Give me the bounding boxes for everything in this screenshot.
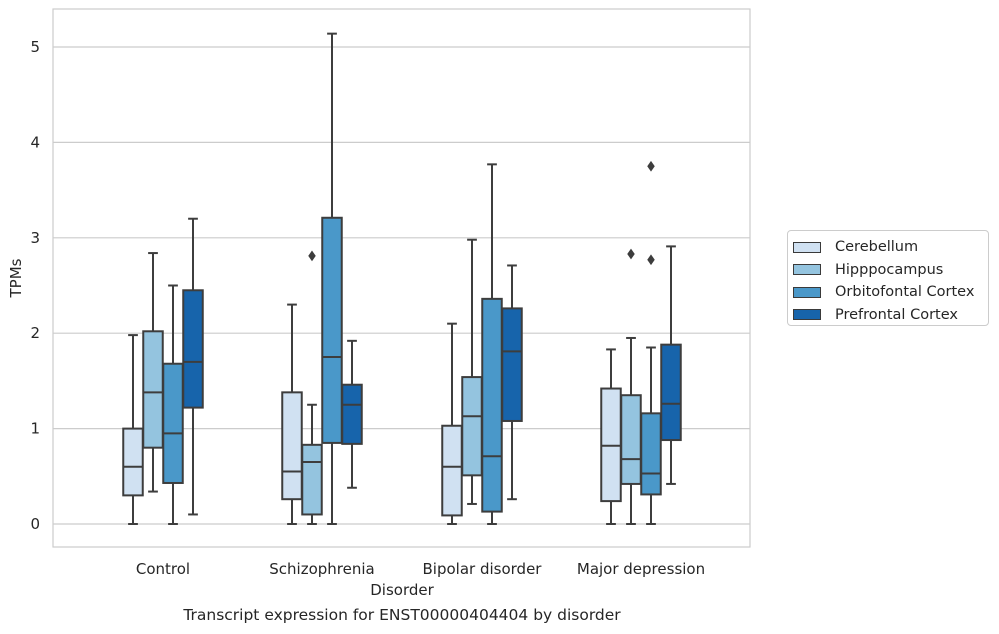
legend-label: Prefrontal Cortex <box>835 306 958 323</box>
chart-caption: Transcript expression for ENST0000040440… <box>183 606 621 624</box>
x-tick-label: Major depression <box>577 560 705 578</box>
x-tick-labels: Control Schizophrenia Bipolar disorder Majo… <box>136 560 705 578</box>
box <box>501 264 523 501</box>
outlier-point <box>308 250 316 262</box>
box <box>162 284 184 525</box>
y-tick-label: 5 <box>30 38 40 56</box>
box <box>281 303 303 525</box>
series-cerebellum <box>122 303 622 525</box>
box-body <box>341 383 363 445</box>
legend-swatch <box>793 309 821 321</box>
box-body <box>441 424 463 517</box>
legend-label: Hipppocampus <box>835 261 944 278</box>
outlier-point <box>647 254 655 266</box>
box-body <box>620 394 642 485</box>
box-body <box>660 343 682 442</box>
box <box>301 250 323 525</box>
box <box>620 248 642 525</box>
legend-item: Orbitofontal Cortex <box>793 281 988 304</box>
series-prefrontal-cortex <box>182 217 682 516</box>
plot-frame <box>52 8 751 548</box>
box-body <box>501 307 523 422</box>
box <box>640 160 662 525</box>
box-body <box>182 289 204 409</box>
series-orbitofontal-cortex <box>162 32 662 525</box>
box <box>122 334 144 525</box>
box <box>461 238 483 505</box>
y-tick-label: 1 <box>30 420 40 438</box>
legend-item: Hipppocampus <box>793 259 988 282</box>
box <box>182 217 204 516</box>
y-axis-label: TPMs <box>7 258 25 298</box>
legend-label: Cerebellum <box>835 239 919 256</box>
box-plot-series <box>122 32 682 525</box>
box-body <box>481 297 503 513</box>
box-body <box>321 216 343 444</box>
box-body <box>461 376 483 477</box>
box <box>321 32 343 525</box>
x-tick-label: Control <box>136 560 190 578</box>
box <box>600 348 622 525</box>
y-tick-label: 3 <box>30 229 40 247</box>
x-tick-label: Schizophrenia <box>269 560 374 578</box>
legend: Cerebellum Hipppocampus Orbitofontal Corte… <box>787 230 989 326</box>
box-body <box>142 330 164 449</box>
box-body <box>122 427 144 497</box>
x-tick-label: Bipolar disorder <box>423 560 543 578</box>
legend-label: Orbitofontal Cortex <box>835 284 975 301</box>
outlier-point <box>647 160 655 172</box>
box <box>481 163 503 525</box>
legend-item: Prefrontal Cortex <box>793 304 988 327</box>
box-body <box>281 391 303 501</box>
y-tick-labels: 0 1 2 3 4 5 <box>30 38 40 533</box>
legend-swatch <box>793 241 821 253</box>
y-tick-label: 0 <box>30 515 40 533</box>
box <box>341 339 363 489</box>
outlier-point <box>627 248 635 260</box>
box <box>142 252 164 493</box>
legend-item: Cerebellum <box>793 236 988 259</box>
box <box>441 322 463 525</box>
x-axis-label: Disorder <box>370 581 434 599</box>
box-body <box>301 443 323 516</box>
legend-swatch <box>793 264 821 276</box>
box-body <box>640 412 662 496</box>
box <box>660 245 682 485</box>
box-body <box>162 362 184 484</box>
y-tick-label: 2 <box>30 324 40 342</box>
series-hipppocampus <box>142 238 642 525</box>
y-tick-label: 4 <box>30 133 40 151</box>
legend-swatch <box>793 286 821 298</box>
